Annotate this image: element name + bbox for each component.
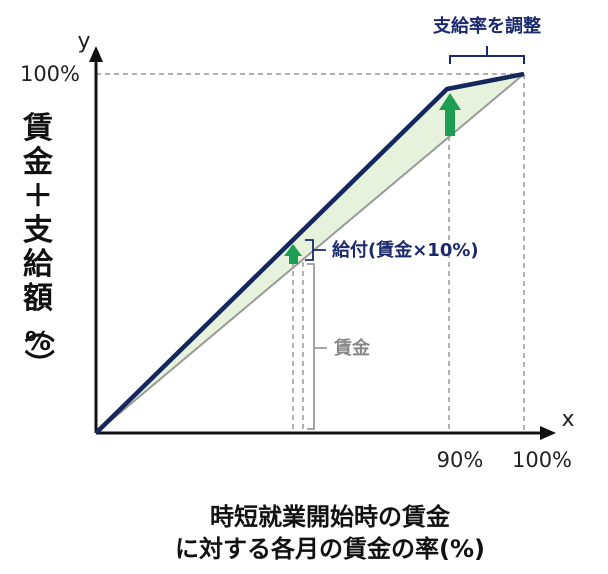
axes: [89, 46, 556, 440]
y-axis-symbol: y: [77, 29, 90, 54]
wage-plus-benefit-line: [94, 71, 525, 435]
benefit-bracket: [305, 239, 326, 261]
x-axis-symbol: x: [561, 407, 574, 432]
benefit-label: 給付(賃金×10%): [332, 239, 479, 261]
x-axis-title-line1: 時短就業開始時の賃金: [210, 503, 451, 531]
y-axis-arrowhead: [89, 46, 103, 62]
y-tick-100: 100%: [20, 62, 80, 86]
x-tick-100: 100%: [512, 448, 572, 472]
y-label-char: 金: [22, 145, 54, 180]
guide-lines: [96, 73, 525, 433]
y-label-char: %: [25, 327, 51, 357]
green-arrow-small: [284, 244, 302, 264]
y-label-char: 支: [23, 213, 53, 248]
adjust-rate-label: 支給率を調整: [432, 15, 541, 37]
green-arrow-large: [439, 93, 461, 136]
adjust-rate-bracket: [449, 46, 525, 64]
y-label-char: （: [20, 313, 55, 343]
wage-bracket: [307, 263, 327, 430]
wage-label: 賃金: [333, 337, 371, 359]
x-tick-90: 90%: [437, 448, 484, 472]
y-axis-label: 賃 金 ＋ 支 給 額 （ % ）: [20, 111, 55, 379]
y-label-char: ＋: [23, 179, 53, 214]
x-axis-title-line2: に対する各月の賃金の率(%): [175, 535, 485, 563]
y-label-char: 賃: [22, 111, 53, 146]
y-label-char: 額: [23, 281, 53, 316]
y-label-char: 給: [23, 247, 54, 282]
x-axis-arrowhead: [540, 426, 556, 440]
y-label-char: ）: [20, 349, 55, 379]
